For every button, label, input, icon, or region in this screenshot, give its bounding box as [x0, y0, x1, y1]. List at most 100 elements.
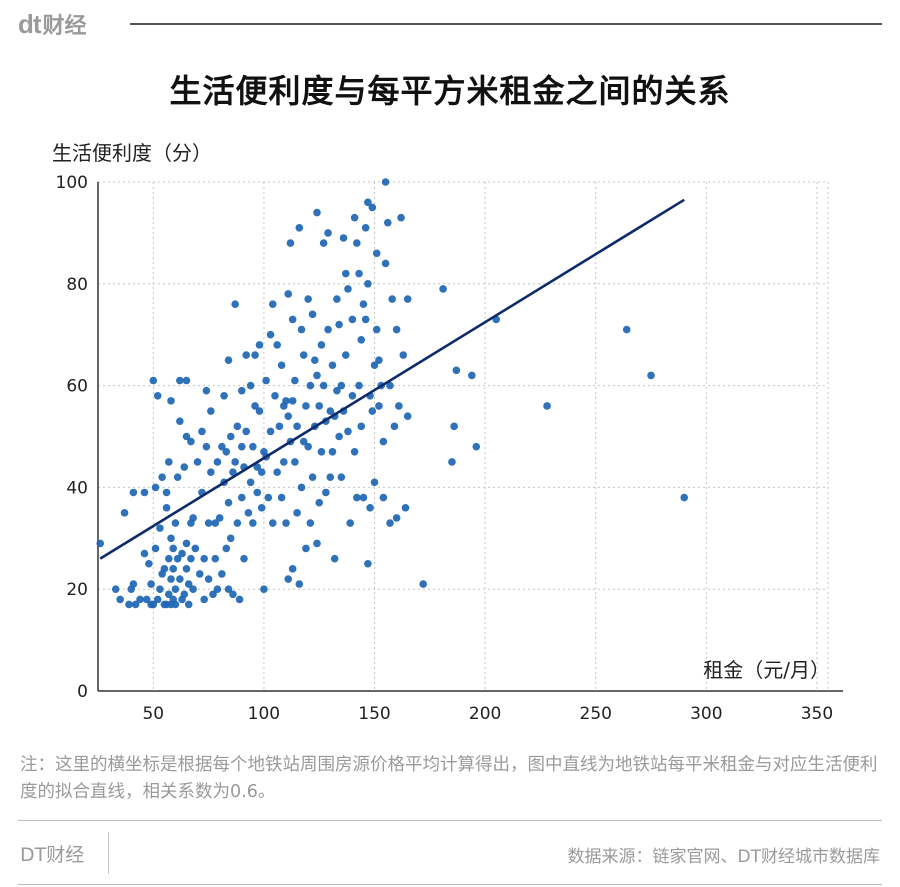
data-point [306, 519, 315, 527]
data-point [195, 570, 204, 578]
data-point [167, 534, 175, 543]
data-point [204, 575, 213, 583]
data-point [359, 300, 368, 308]
data-point [204, 519, 213, 527]
data-point [187, 437, 195, 446]
data-point [308, 310, 317, 319]
data-point [333, 386, 341, 395]
data-point [156, 585, 164, 593]
data-point [224, 498, 233, 507]
data-point [452, 366, 461, 375]
data-point [244, 509, 253, 517]
data-point [324, 229, 332, 237]
data-point [200, 595, 208, 604]
data-point [419, 580, 427, 588]
data-source: 数据来源：链家官网、DT财经城市数据库 [567, 847, 880, 867]
data-point [280, 458, 288, 466]
data-point [151, 544, 160, 553]
data-point [313, 208, 321, 217]
data-point [273, 468, 281, 476]
header: dt 财经 [18, 6, 882, 42]
data-point [372, 325, 381, 334]
data-point [337, 381, 346, 390]
data-point [366, 503, 374, 512]
data-point [282, 519, 290, 527]
data-point [328, 447, 337, 456]
data-point [173, 473, 182, 482]
data-point [353, 239, 361, 247]
data-point [136, 595, 144, 604]
data-point [125, 600, 133, 609]
data-point [251, 402, 259, 410]
data-point [291, 458, 299, 466]
data-point [176, 376, 184, 385]
data-point [315, 498, 324, 507]
data-point [149, 600, 158, 609]
data-point [246, 478, 255, 487]
data-point [381, 259, 390, 268]
data-point [200, 554, 208, 563]
data-point [229, 590, 237, 599]
data-point [368, 407, 377, 415]
data-point [257, 503, 266, 512]
data-point [359, 493, 368, 502]
data-point [120, 509, 129, 517]
data-point [189, 585, 197, 593]
x-tick-label: 250 [580, 704, 612, 724]
brand-logo: dt 财经 [18, 6, 87, 42]
data-point [178, 549, 186, 558]
data-point [368, 203, 377, 212]
data-point [211, 519, 220, 527]
data-point [213, 458, 222, 466]
data-point [257, 468, 266, 476]
data-point [176, 575, 184, 583]
footer-bottom-divider [18, 884, 882, 885]
data-point [372, 249, 381, 258]
data-point [392, 325, 401, 334]
data-point [284, 575, 293, 583]
data-point [284, 412, 293, 420]
data-point [237, 386, 246, 395]
data-point [439, 285, 447, 293]
data-point [288, 565, 297, 573]
data-point [299, 351, 308, 359]
data-point [268, 519, 277, 527]
data-point [182, 565, 191, 573]
data-point [388, 295, 397, 303]
data-point [403, 412, 412, 420]
data-point [333, 295, 341, 303]
data-point [251, 351, 259, 359]
data-point [397, 213, 405, 222]
data-point [364, 559, 372, 568]
data-point [399, 351, 408, 359]
data-point [268, 300, 277, 308]
data-point [330, 554, 339, 563]
data-point [231, 458, 239, 466]
data-point [180, 590, 189, 599]
data-point [647, 371, 655, 380]
data-point [353, 493, 361, 502]
data-point [386, 519, 394, 527]
data-point [255, 407, 264, 415]
footer-divider [18, 820, 882, 821]
data-point [381, 178, 390, 186]
data-point [222, 447, 231, 456]
data-point [237, 442, 246, 451]
data-point [364, 280, 372, 288]
data-point [286, 239, 295, 247]
data-point [182, 539, 191, 548]
data-point [341, 351, 350, 359]
data-point [246, 381, 255, 390]
data-point [171, 600, 180, 609]
data-point [284, 290, 293, 298]
data-point [448, 458, 456, 466]
y-tick-label: 60 [66, 377, 88, 397]
x-tick-label: 50 [142, 704, 164, 724]
data-point [145, 559, 153, 568]
data-point [379, 437, 388, 446]
data-point [390, 422, 399, 431]
y-tick-label: 100 [56, 173, 88, 193]
data-point [322, 488, 330, 497]
data-point [392, 514, 401, 522]
data-point [266, 427, 275, 436]
